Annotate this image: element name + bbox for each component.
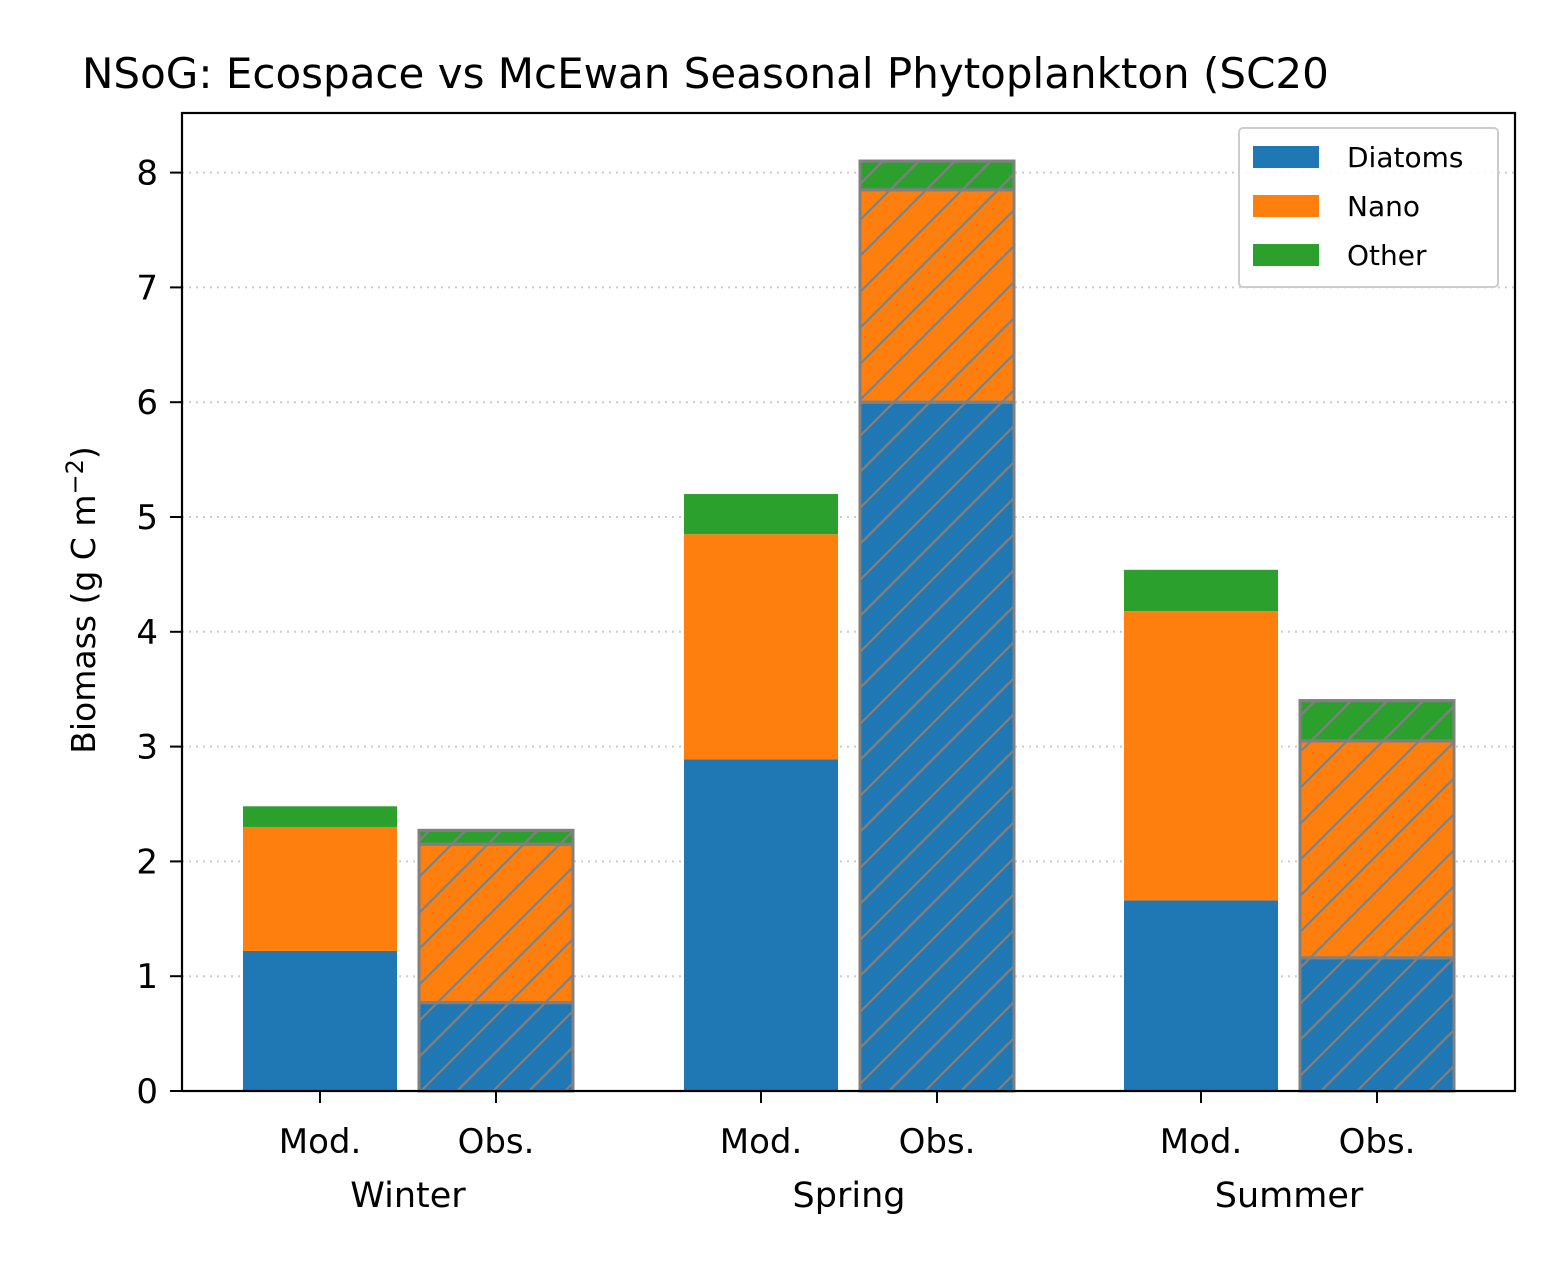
bar-hatch-overlay — [1298, 699, 1456, 743]
x-tick-label: Mod. — [1160, 1122, 1243, 1162]
chart-title: NSoG: Ecospace vs McEwan Seasonal Phytop… — [82, 49, 1329, 98]
x-tick-label: Obs. — [458, 1122, 535, 1162]
x-tick-label: Mod. — [279, 1122, 362, 1162]
y-tick-label: 8 — [136, 154, 158, 194]
legend-swatch-nano — [1253, 195, 1319, 217]
bar-diatoms-winter-mod — [243, 950, 397, 1091]
bar-other-spring-mod — [684, 494, 838, 535]
y-axis-label-text: Biomass (g C m — [64, 495, 103, 754]
y-axis-label: Biomass (g C m−2) — [61, 446, 103, 754]
x-tick-label: Mod. — [720, 1122, 803, 1162]
bar-hatch-overlay — [858, 159, 1016, 192]
bar-hatch-overlay — [417, 828, 575, 846]
y-tick-label: 0 — [136, 1072, 158, 1112]
group-label-winter: Winter — [350, 1176, 466, 1216]
y-tick-label: 6 — [136, 383, 158, 423]
bar-hatch-overlay — [417, 842, 575, 1005]
bar-nano-winter-mod — [243, 826, 397, 951]
group-label-spring: Spring — [793, 1176, 906, 1216]
grid-lines — [182, 171, 1515, 978]
plot-frame — [180, 111, 1517, 1093]
y-axis-label-superscript: −2 — [61, 459, 89, 494]
y-tick-label: 5 — [136, 498, 158, 538]
bar-hatch-overlay — [417, 1001, 575, 1093]
bar-hatch-overlay — [1298, 739, 1456, 960]
bar-diatoms-spring-mod — [684, 759, 838, 1091]
y-axis-label-close: ) — [64, 446, 103, 459]
bar-diatoms-summer-mod — [1124, 900, 1278, 1091]
legend-label-other: Other — [1347, 239, 1427, 272]
y-axis: 0 1 2 3 4 5 6 7 8 — [136, 154, 182, 1112]
bar-nano-summer-mod — [1124, 611, 1278, 901]
bar-nano-spring-mod — [684, 534, 838, 760]
legend-swatch-other — [1253, 244, 1319, 266]
y-tick-label: 4 — [136, 613, 158, 653]
legend: Diatoms Nano Other — [1238, 127, 1499, 288]
bar-other-winter-mod — [243, 806, 397, 827]
x-tick-label: Obs. — [1339, 1122, 1416, 1162]
bar-other-summer-mod — [1124, 569, 1278, 612]
bars — [243, 159, 1456, 1093]
bar-hatch-overlay — [1298, 956, 1456, 1093]
bar-hatch-overlay — [858, 400, 1016, 1093]
y-tick-label: 1 — [136, 957, 158, 997]
y-tick-label: 3 — [136, 728, 158, 768]
bar-hatch-overlay — [858, 188, 1016, 404]
y-tick-label: 7 — [136, 268, 158, 308]
legend-swatch-diatoms — [1253, 146, 1319, 168]
x-axis: Mod. Obs. Winter Mod. Obs. Spring Mod. Obs. Summ… — [279, 1091, 1416, 1216]
legend-label-nano: Nano — [1347, 190, 1420, 223]
y-tick-label: 2 — [136, 842, 158, 882]
group-label-summer: Summer — [1215, 1176, 1364, 1216]
x-tick-label: Obs. — [899, 1122, 976, 1162]
legend-label-diatoms: Diatoms — [1347, 141, 1463, 174]
